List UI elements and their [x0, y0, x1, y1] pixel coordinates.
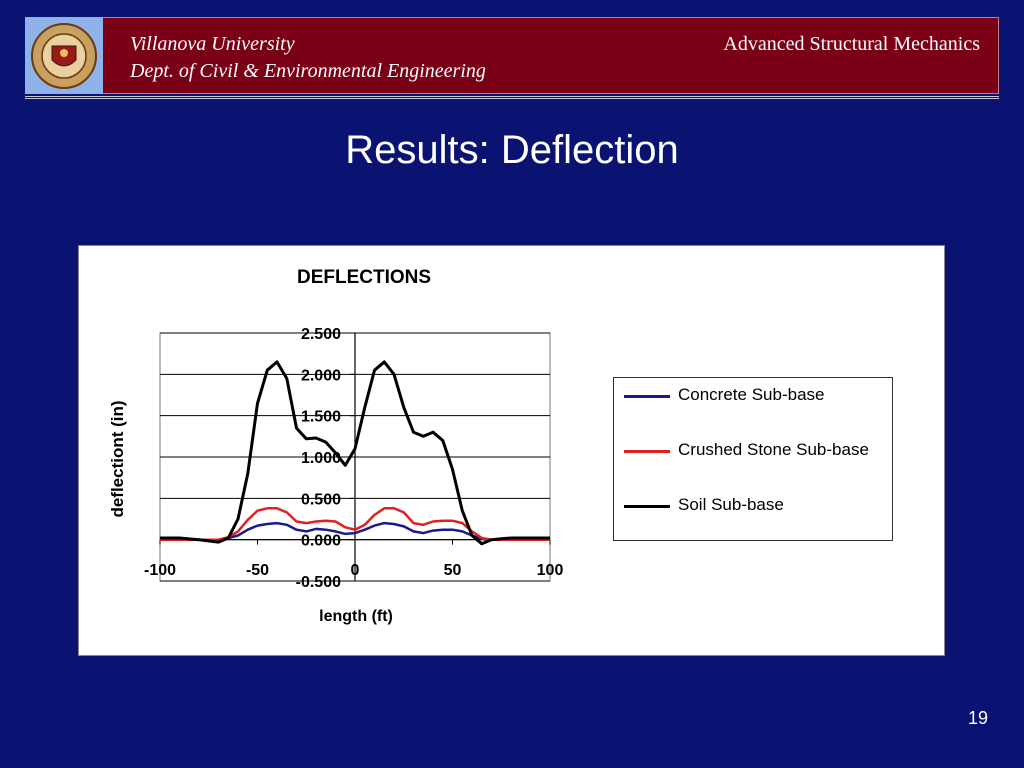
- legend-swatch-concrete: [624, 395, 670, 398]
- series-line-crushed-stone: [160, 507, 550, 541]
- chart-title: DEFLECTIONS: [297, 267, 431, 288]
- deflection-chart: DEFLECTIONS 2.500 2.000 1.500 1.000 0.500 0.0…: [108, 267, 564, 625]
- x-tick-label: 0: [351, 562, 360, 579]
- y-tick-label: 0.000: [301, 533, 341, 550]
- y-tick-label: 0.500: [301, 491, 341, 508]
- seal-emblem-icon: [31, 22, 97, 89]
- y-tick-label: 2.500: [301, 326, 341, 343]
- header-university: Villanova University: [130, 33, 295, 55]
- x-axis-label: length (ft): [319, 608, 393, 625]
- y-axis-label: deflectiont (in): [108, 400, 127, 517]
- legend-label-concrete: Concrete Sub-base: [678, 385, 825, 404]
- page-number: 19: [967, 708, 988, 728]
- chart-container: DEFLECTIONS 2.500 2.000 1.500 1.000 0.500 0.0…: [78, 245, 945, 656]
- x-tick-label: -100: [144, 562, 176, 579]
- y-tick-label: 1.000: [301, 450, 341, 467]
- legend-swatch-soil: [624, 505, 670, 508]
- header-bar: [25, 17, 999, 94]
- university-seal: [25, 17, 103, 94]
- y-tick-label: 1.500: [301, 409, 341, 426]
- x-tick-label: 100: [537, 562, 564, 579]
- header-course: Advanced Structural Mechanics: [723, 33, 980, 55]
- header-divider: [25, 96, 999, 99]
- series-line-soil: [160, 360, 550, 546]
- legend-label-crushed-stone: Crushed Stone Sub-base: [678, 440, 869, 459]
- legend-swatch-crushed-stone: [624, 450, 670, 453]
- x-tick-label: -50: [246, 562, 269, 579]
- header-department: Dept. of Civil & Environmental Engineeri…: [130, 60, 486, 82]
- chart-legend: Concrete Sub-base Crushed Stone Sub-base…: [613, 377, 893, 541]
- legend-label-soil: Soil Sub-base: [678, 495, 784, 514]
- y-tick-label: 2.000: [301, 367, 341, 384]
- y-tick-label: -0.500: [296, 574, 341, 591]
- x-tick-label: 50: [444, 562, 462, 579]
- slide-title: Results: Deflection: [345, 128, 679, 172]
